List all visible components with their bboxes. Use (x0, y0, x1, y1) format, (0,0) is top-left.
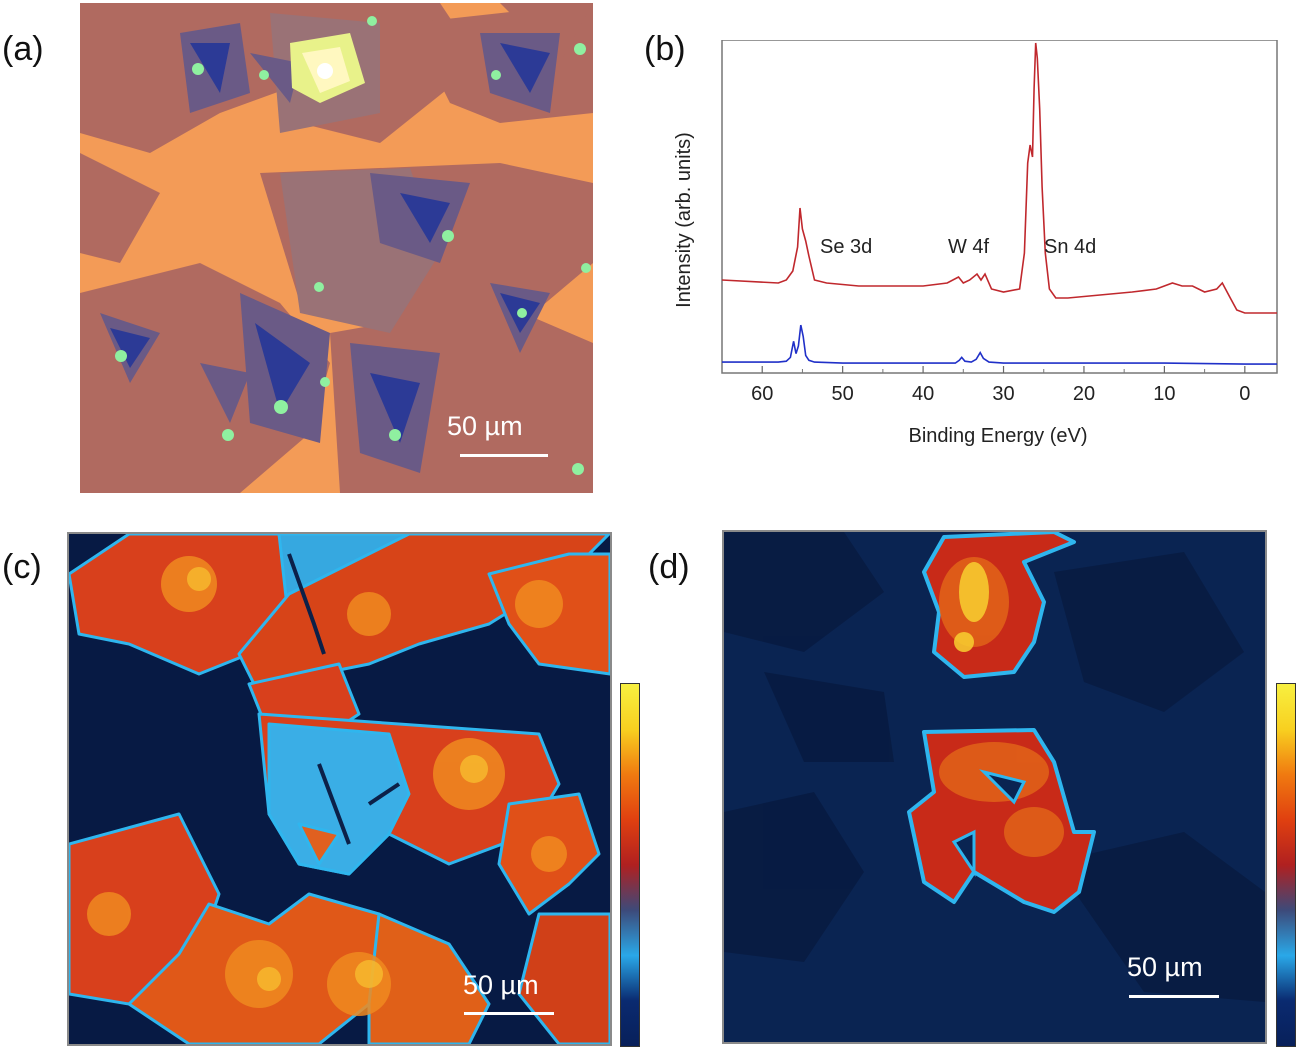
micrograph-flakes (80, 3, 593, 493)
scale-bar-a (460, 454, 548, 457)
colorbar-d (1276, 683, 1296, 1047)
series-line-red (721, 42, 1277, 314)
annotation-se-3d: Se 3d (820, 236, 872, 258)
x-tick-label: 60 (751, 383, 773, 405)
x-tick-label: 40 (912, 383, 934, 405)
series-line-blue (722, 324, 1277, 365)
colorbar-c (620, 683, 640, 1047)
map-c-image (69, 534, 610, 1044)
panel-label-b: (b) (644, 30, 686, 68)
x-tick-label: 20 (1073, 383, 1095, 405)
xps-chart-svg: 60 50 40 30 20 10 0 Se 3d W 4f Sn 4d Binding E… (673, 40, 1278, 447)
x-tick-label: 0 (1239, 383, 1250, 405)
annotation-sn-4d: Sn 4d (1044, 236, 1096, 258)
panel-label-a: (a) (2, 30, 44, 68)
xps-chart: 60 50 40 30 20 10 0 Se 3d W 4f Sn 4d Binding E… (668, 40, 1278, 452)
xps-map-d: 50 µm (722, 530, 1267, 1044)
scale-bar-c (464, 1012, 554, 1015)
annotation-w-4f: W 4f (948, 236, 990, 258)
scale-bar-label-c: 50 µm (463, 970, 539, 1000)
scale-bar-label-d: 50 µm (1127, 952, 1203, 982)
x-tick-label: 30 (992, 383, 1014, 405)
scale-bar-label-a: 50 µm (447, 411, 523, 441)
plot-frame (721, 40, 1278, 374)
optical-micrograph: 50 µm (80, 3, 593, 493)
x-tick-label: 10 (1153, 383, 1175, 405)
scale-bar-d (1129, 995, 1219, 998)
x-axis-label: Binding Energy (eV) (909, 425, 1088, 447)
y-axis-label: Intensity (arb. units) (673, 132, 695, 308)
xps-map-c: 50 µm (67, 532, 612, 1046)
panel-label-d: (d) (648, 548, 690, 586)
panel-label-c: (c) (2, 548, 42, 586)
x-tick-label: 50 (832, 383, 854, 405)
map-d-image (724, 532, 1265, 1042)
